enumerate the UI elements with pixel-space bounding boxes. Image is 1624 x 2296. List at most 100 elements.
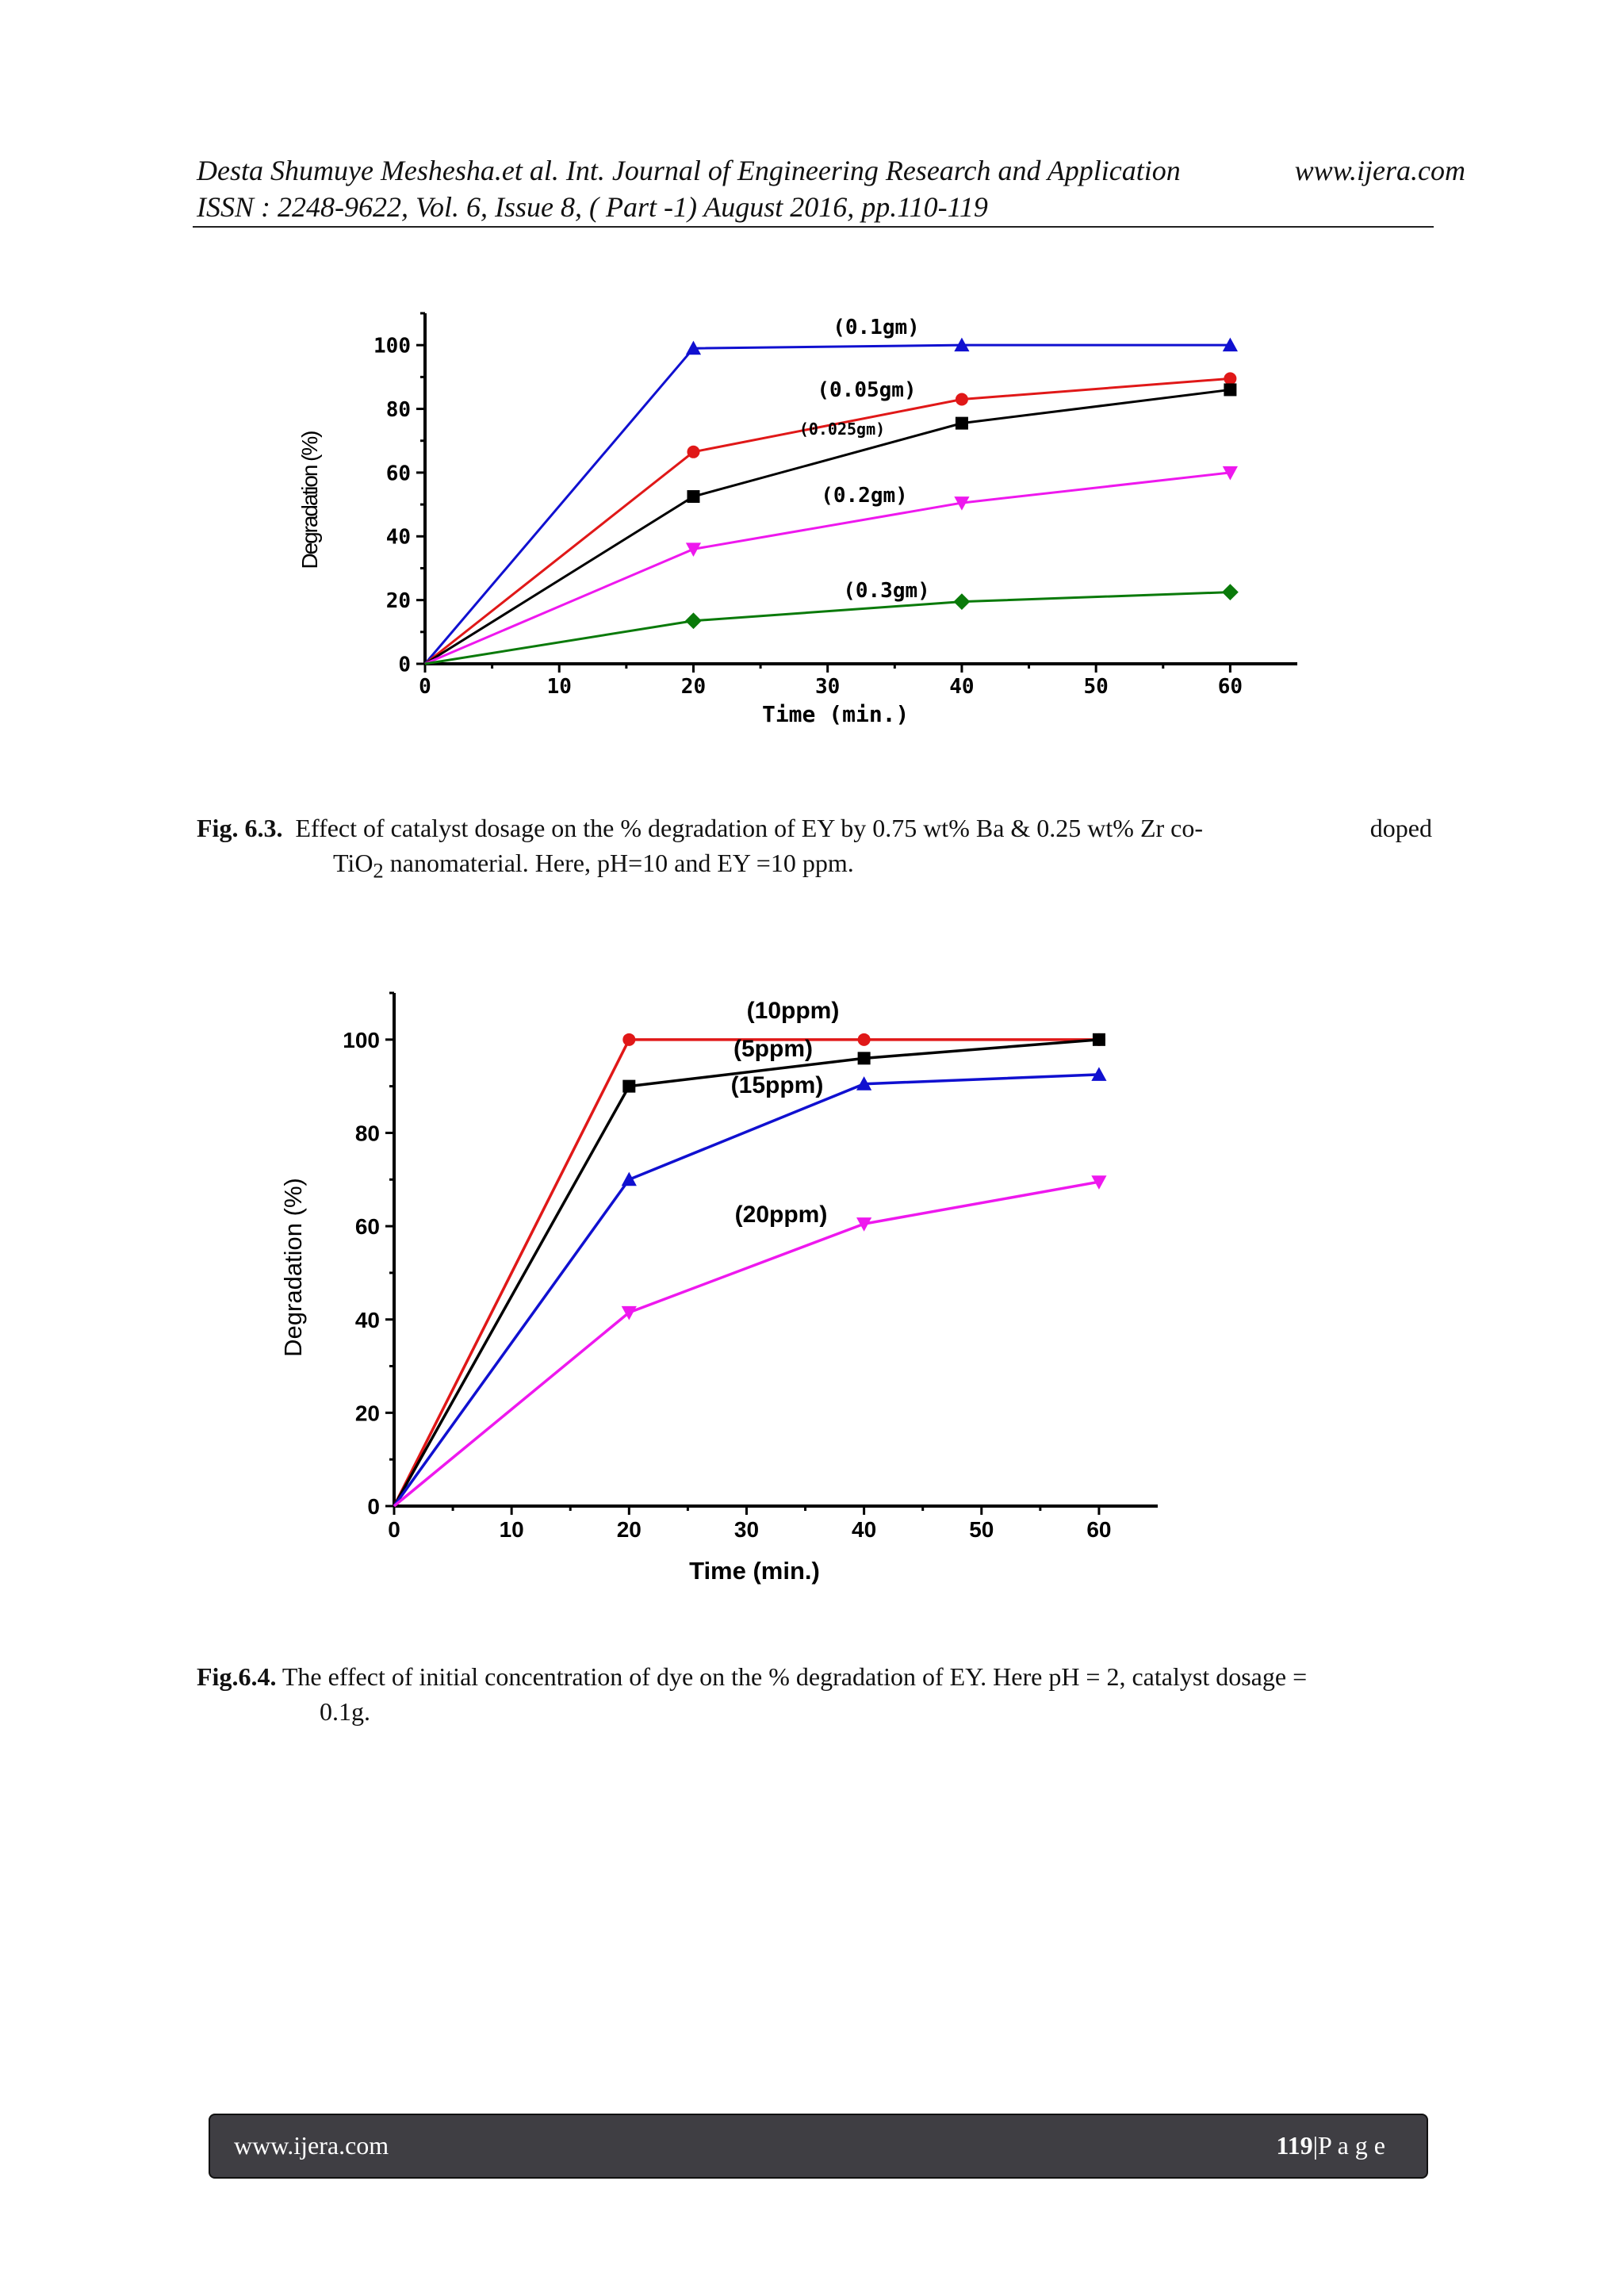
series-4 [393, 1175, 1107, 1508]
series-line [423, 343, 1231, 665]
caption-subscript: 2 [373, 858, 384, 883]
data-point [857, 1033, 871, 1046]
y-tick-label: 40 [355, 1308, 380, 1332]
data-point [1224, 383, 1237, 397]
series-line [393, 1073, 1099, 1508]
data-point [856, 1217, 872, 1232]
x-tick-label: 10 [500, 1517, 524, 1542]
y-tick-label: 20 [355, 1401, 380, 1425]
series-2 [393, 1033, 1105, 1507]
series-line [393, 1180, 1100, 1508]
x-tick-label: 0 [419, 675, 431, 699]
y-tick-label: 60 [355, 1214, 380, 1239]
data-point [1222, 337, 1238, 352]
caption-label: Fig.6.4. [197, 1662, 277, 1691]
series-1 [423, 337, 1238, 665]
header-divider [193, 226, 1434, 228]
y-tick-label: 100 [373, 335, 411, 358]
figure-6-3-chart: 0 10 20 30 40 50 60 0 20 40 60 80 100 Time (min.) Degr… [297, 312, 1297, 727]
y-tick-label: 60 [386, 462, 411, 485]
y-tick-label: 80 [386, 398, 411, 422]
x-tick-label: 20 [681, 675, 706, 699]
x-tick-label: 50 [969, 1517, 994, 1542]
series-2 [424, 372, 1237, 665]
data-point [1224, 372, 1237, 385]
data-point [622, 1033, 636, 1046]
y-tick-label: 40 [386, 526, 411, 550]
data-point [621, 1171, 637, 1186]
series-3 [393, 1067, 1107, 1508]
data-point [1221, 584, 1239, 600]
x-tick-label: 50 [1083, 675, 1108, 699]
series-label: (20ppm) [735, 1202, 828, 1228]
data-point [954, 496, 970, 511]
series-label: (0.025gm) [799, 420, 885, 439]
data-point [1092, 1033, 1105, 1046]
figure-6-3-caption: Fig. 6.3. Effect of catalyst dosage on t… [197, 811, 1432, 887]
header-issn: ISSN : 2248-9622, Vol. 6, Issue 8, ( Par… [197, 191, 988, 223]
data-point [622, 1079, 636, 1093]
y-axis-title: Degradation (%) [297, 431, 322, 569]
series-line [424, 377, 1231, 665]
header-citation: Desta Shumuye Meshesha.et al. Int. Journ… [197, 155, 1181, 186]
x-tick-label: 0 [388, 1517, 400, 1542]
data-point [685, 612, 702, 630]
caption-text: The effect of initial concentration of d… [276, 1662, 1308, 1691]
y-tick-label: 20 [386, 589, 411, 613]
data-point [685, 542, 702, 557]
y-tick-label: 80 [355, 1121, 380, 1146]
figure-6-4-chart: 0 10 20 30 40 50 60 0 20 40 60 80 100 Time (min.) Degr… [279, 991, 1158, 1585]
series-line [393, 1038, 1099, 1507]
header-url[interactable]: www.ijera.com [1294, 155, 1465, 186]
running-header: Desta Shumuye Meshesha.et al. Int. Journ… [197, 152, 1465, 225]
series-4 [424, 466, 1238, 665]
caption-text-end: doped [1369, 814, 1432, 842]
x-tick-label: 30 [815, 675, 840, 699]
series-line [393, 1038, 1100, 1507]
data-point [1091, 1067, 1107, 1081]
x-tick-label: 40 [949, 675, 974, 699]
caption-tio: TiO [333, 849, 373, 877]
series-line [424, 591, 1231, 665]
caption-text: Effect of catalyst dosage on the % degra… [295, 814, 1203, 842]
caption-text-2: 0.1g. [320, 1697, 370, 1726]
page-number: 119 [1276, 2131, 1313, 2160]
data-point [687, 490, 700, 504]
x-tick-label: 60 [1086, 1517, 1111, 1542]
caption-text-2: nanomaterial. Here, pH=10 and EY =10 ppm… [383, 849, 854, 877]
series-5 [424, 584, 1239, 665]
caption-label: Fig. 6.3. [197, 814, 283, 842]
x-axis-title: Time (min.) [689, 1557, 820, 1585]
x-axis-title: Time (min.) [762, 701, 909, 727]
data-point [857, 1052, 871, 1065]
x-tick-label: 30 [734, 1517, 759, 1542]
y-axis-title: Degradation (%) [279, 1178, 307, 1357]
x-tick-label: 20 [617, 1517, 642, 1542]
x-tick-label: 40 [852, 1517, 876, 1542]
series-3 [424, 383, 1237, 665]
data-point [856, 1076, 872, 1091]
figure-6-4-caption: Fig.6.4. The effect of initial concentra… [197, 1659, 1432, 1729]
series-label: (10ppm) [747, 998, 840, 1024]
series-label: (5ppm) [733, 1036, 813, 1062]
data-point [1091, 1175, 1107, 1190]
x-tick-label: 60 [1218, 675, 1243, 699]
series-label: (0.1gm) [833, 316, 920, 339]
data-point [687, 445, 700, 458]
series-label: (0.05gm) [817, 378, 916, 402]
y-tick-label: 0 [398, 653, 411, 677]
data-point [955, 416, 968, 430]
data-point [621, 1305, 637, 1320]
y-tick-label: 0 [367, 1494, 380, 1519]
page-label: |P a g e [1312, 2131, 1385, 2160]
series-1 [393, 1033, 1105, 1507]
data-point [953, 593, 971, 611]
page-footer: www.ijera.com 119|P a g e [209, 2114, 1428, 2179]
series-label: (0.3gm) [843, 579, 930, 603]
series-label: (15ppm) [731, 1072, 824, 1098]
series-line [424, 388, 1231, 665]
data-point [955, 393, 968, 406]
data-point [954, 337, 970, 352]
series-line [424, 471, 1231, 665]
footer-url[interactable]: www.ijera.com [234, 2131, 389, 2160]
